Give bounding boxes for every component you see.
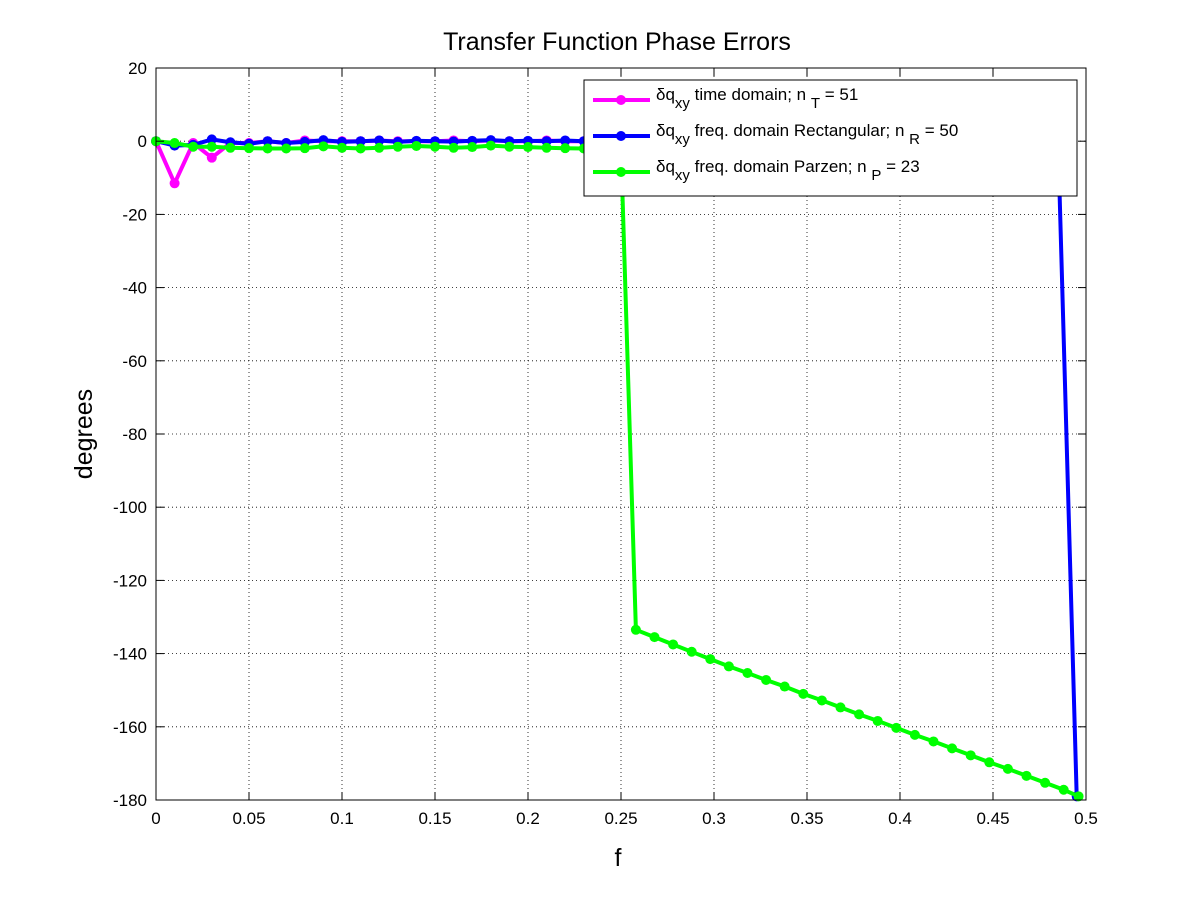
x-tick-label: 0.45: [976, 809, 1009, 828]
data-point-parzen: [541, 142, 552, 153]
y-tick-label: -100: [113, 498, 147, 517]
data-point-parzen: [649, 632, 660, 643]
data-point-rectangular: [374, 135, 385, 146]
data-point-parzen: [872, 715, 883, 726]
x-tick-label: 0.05: [232, 809, 265, 828]
legend-marker: [616, 131, 626, 141]
data-point-parzen: [761, 674, 772, 685]
data-point-parzen: [816, 695, 827, 706]
y-tick-label: -40: [122, 279, 147, 298]
data-point-parzen: [299, 143, 310, 154]
legend: δqxy time domain; n T = 51 δqxy freq. dom…: [583, 79, 1078, 197]
data-point-parzen: [504, 141, 515, 152]
y-axis-label: degrees: [70, 389, 98, 479]
y-tick-label: -60: [122, 352, 147, 371]
x-tick-label: 0: [151, 809, 160, 828]
y-tick-label: 0: [138, 132, 147, 151]
data-point-rectangular: [355, 136, 366, 147]
legend-label: δqxy time domain; n T = 51: [656, 85, 858, 112]
x-tick-labels: 0 0.05 0.1 0.15 0.2 0.25 0.3 0.35 0.4 0.45 0.5: [151, 809, 1098, 828]
data-point-parzen: [723, 661, 734, 672]
legend-marker: [616, 95, 626, 105]
data-point-parzen: [318, 141, 329, 152]
y-tick-label: -80: [122, 425, 147, 444]
data-point-parzen: [965, 750, 976, 761]
legend-entry-rectangular: δqxy freq. domain Rectangular; n R = 50: [593, 121, 958, 148]
x-tick-label: 0.3: [702, 809, 726, 828]
x-tick-label: 0.25: [604, 809, 637, 828]
legend-marker: [616, 167, 626, 177]
data-point-parzen: [1058, 784, 1069, 795]
data-point-parzen: [244, 143, 254, 154]
data-point-parzen: [411, 140, 422, 151]
y-tick-label: -20: [122, 205, 147, 224]
data-point-parzen: [225, 142, 236, 153]
data-point-parzen: [392, 141, 403, 152]
chart-title: Transfer Function Phase Errors: [443, 28, 791, 56]
x-tick-label: 0.1: [330, 809, 354, 828]
data-point-parzen: [686, 646, 697, 657]
data-point-parzen: [188, 141, 199, 152]
data-point-rectangular: [560, 135, 571, 146]
data-point-parzen: [1040, 777, 1051, 788]
data-point-parzen: [523, 142, 533, 153]
data-point-parzen: [705, 654, 716, 665]
data-point-parzen: [169, 138, 180, 149]
x-tick-label: 0.15: [418, 809, 451, 828]
data-point-parzen: [742, 667, 753, 678]
data-point-parzen: [206, 141, 217, 152]
data-point-parzen: [1021, 770, 1032, 781]
x-tick-label: 0.2: [516, 809, 540, 828]
y-tick-label: -180: [113, 791, 147, 810]
legend-box: [583, 79, 1078, 197]
data-point-parzen: [355, 143, 366, 154]
data-point-time-domain: [206, 152, 217, 163]
y-tick-label: 20: [128, 59, 147, 78]
data-point-parzen: [928, 736, 939, 747]
data-point-parzen: [798, 688, 809, 699]
data-point-parzen: [281, 143, 292, 154]
ticks: [155, 67, 1087, 801]
data-point-parzen: [430, 141, 440, 152]
data-point-parzen: [374, 142, 385, 153]
x-tick-label: 0.35: [790, 809, 823, 828]
data-point-parzen: [262, 143, 273, 154]
legend-label: δqxy freq. domain Rectangular; n R = 50: [656, 121, 958, 148]
data-point-parzen: [984, 757, 995, 768]
data-point-parzen: [485, 140, 496, 151]
data-point-parzen: [779, 681, 790, 692]
data-point-parzen: [947, 743, 958, 754]
data-point-time-domain: [169, 178, 180, 189]
data-point-rectangular: [262, 136, 273, 147]
data-point-parzen: [891, 722, 902, 733]
y-tick-label: -120: [113, 571, 147, 590]
data-point-parzen: [835, 702, 846, 713]
data-point-parzen: [467, 142, 478, 153]
data-point-parzen: [1073, 791, 1084, 802]
data-point-parzen: [909, 729, 920, 740]
x-axis-label: f: [615, 844, 622, 872]
data-point-parzen: [337, 142, 347, 153]
y-tick-label: -160: [113, 718, 147, 737]
legend-entry-time-domain: δqxy time domain; n T = 51: [593, 85, 858, 112]
data-point-parzen: [1002, 763, 1013, 774]
legend-label: δqxy freq. domain Parzen; n P = 23: [656, 157, 920, 184]
y-tick-labels: 20 0 -20 -40 -60 -80 -100 -120 -140 -160 -180: [113, 59, 147, 810]
data-point-rectangular: [206, 134, 217, 145]
x-tick-label: 0.4: [888, 809, 912, 828]
data-point-parzen: [668, 639, 679, 650]
data-point-parzen: [854, 709, 865, 720]
y-tick-label: -140: [113, 645, 147, 664]
x-tick-label: 0.5: [1074, 809, 1098, 828]
data-point-parzen: [448, 142, 459, 153]
legend-entry-parzen: δqxy freq. domain Parzen; n P = 23: [593, 157, 920, 184]
data-point-parzen: [560, 143, 571, 154]
data-point-parzen: [630, 624, 641, 635]
